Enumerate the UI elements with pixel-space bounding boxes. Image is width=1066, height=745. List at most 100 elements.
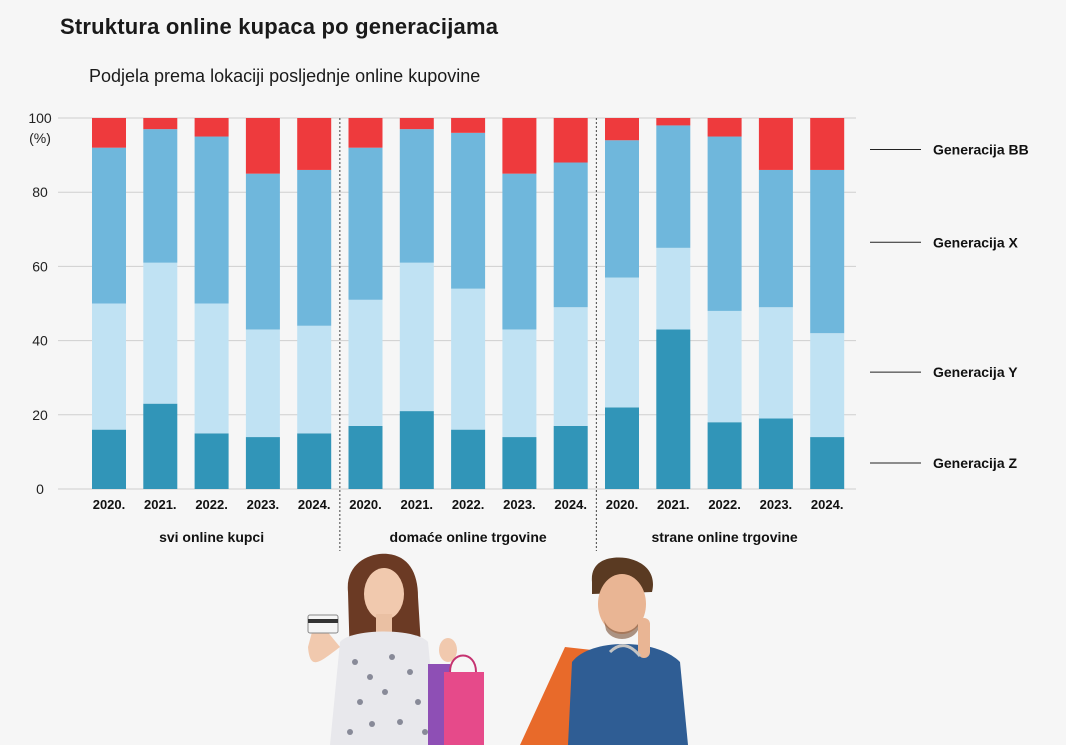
bar-segment [245,329,280,438]
bar-segment [502,173,537,330]
bar-segment [758,169,793,308]
bar-segment [348,147,383,300]
face-shape [598,574,646,634]
shopping-bag-pink [444,672,484,745]
x-tick-label: 2023. [503,497,536,512]
bar-segment [143,262,178,404]
x-tick-label: 2020. [93,497,126,512]
y-unit-label: (%) [29,130,51,146]
bar-segment [605,407,639,489]
bar-segment [656,125,691,248]
x-tick-label: 2024. [811,497,844,512]
chart-subtitle: Podjela prema lokaciji posljednje online… [89,66,481,86]
chart-title: Struktura online kupaca po generacijama [60,14,499,39]
legend-label: Generacija BB [933,142,1029,158]
x-tick-label: 2022. [708,497,741,512]
x-tick-label: 2021. [144,497,177,512]
bar-segment [707,118,742,137]
bar-segment [348,425,383,489]
legend-label: Generacija X [933,234,1018,250]
bar-segment [348,299,383,426]
bar-segment [656,118,691,126]
bar-segment [451,132,486,289]
bar-segment [194,433,229,489]
bar-segment [656,247,691,330]
y-tick-label: 100 [28,110,52,126]
neck-shape [376,614,392,632]
bar-segment [399,411,434,489]
x-tick-label: 2022. [452,497,485,512]
bar-segment [348,118,383,148]
x-tick-label: 2021. [657,497,690,512]
bar-segment [707,310,742,423]
bar-segment [810,333,845,438]
bar-segment [553,162,588,308]
x-tick-label: 2023. [247,497,280,512]
group-label: domaće online trgovine [390,529,547,545]
bar-segment [194,303,229,434]
right-hand-shape [439,638,457,662]
shirt-shape [568,644,688,745]
bar-segment [810,118,845,170]
legend-label: Generacija Y [933,364,1018,380]
y-tick-label: 20 [32,407,48,423]
bar-segment [143,129,178,263]
bar-segment [245,173,280,330]
face-shape [364,568,404,620]
bar-segment [92,147,126,304]
bar-segment [399,262,434,412]
group-label: strane online trgovine [651,529,797,545]
y-tick-label: 60 [32,258,48,274]
bar-segment [143,403,178,489]
bar-segment [451,429,486,489]
bar-segment [605,140,639,278]
bar-segment [605,118,639,141]
bar-segment [451,118,486,133]
bar-segment [297,169,332,326]
bar-segment [553,118,588,163]
bar-segment [502,329,537,438]
bar-segment [758,118,793,170]
woman-shopper-illustration [307,553,484,745]
man-shopper-illustration [520,557,688,745]
bar-segment [297,433,332,489]
bar-segment [707,136,742,311]
left-arm-shape [308,630,340,663]
y-tick-label: 80 [32,184,48,200]
bar-segment [194,118,229,137]
group-label: svi online kupci [159,529,264,545]
x-tick-label: 2021. [401,497,434,512]
bar-segment [707,422,742,489]
bar-segment [605,277,639,408]
bar-segment [92,118,126,148]
hand-shape [638,618,650,658]
bar-segment [553,307,588,426]
bar-segment [758,418,793,489]
bar-segment [502,118,537,174]
bar-segment [92,429,126,489]
bar-segment [553,425,588,489]
stacked-bar-chart: 0 20 40 60 80 100 (%) 2020. 2021. 2022. 2023. 2024.… [28,110,1029,551]
blouse-shape [330,631,438,745]
bar-segment [810,169,845,334]
bar-segment [194,136,229,304]
bar-segment [245,118,280,174]
bar-segment [399,129,434,263]
x-tick-label: 2020. [606,497,639,512]
credit-card-shape [307,614,339,634]
legend-label: Generacija Z [933,455,1017,471]
bar-segment [656,329,691,489]
bar-segment [758,307,793,419]
x-tick-label: 2024. [298,497,331,512]
bar-segment [451,288,486,430]
y-tick-label: 0 [36,481,44,497]
x-tick-label: 2020. [349,497,382,512]
y-tick-label: 40 [32,333,48,349]
x-tick-label: 2024. [554,497,587,512]
bar-segment [297,325,332,434]
bar-segment [92,303,126,430]
bar-segment [297,118,332,170]
x-tick-label: 2022. [195,497,228,512]
bar-segment [502,437,537,489]
bar-segment [143,118,178,130]
